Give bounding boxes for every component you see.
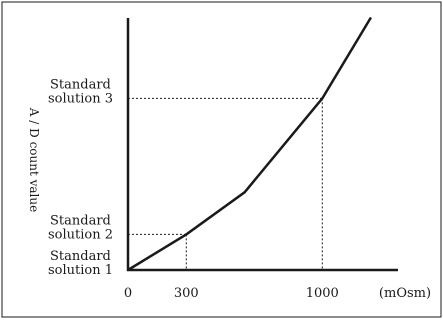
y-tick-label-line: Standard <box>50 213 111 228</box>
x-tick-label-2: 300 <box>174 286 199 301</box>
y-tick-label-line: solution 3 <box>48 91 113 106</box>
series-group <box>127 16 372 272</box>
y-axis-label: A / D count value <box>27 107 41 212</box>
y-tick-label-line: solution 1 <box>48 263 113 278</box>
y-tick-label-line: Standard <box>50 77 111 92</box>
reference-lines <box>128 97 323 270</box>
x-unit-label: (mOsm) <box>379 286 431 301</box>
x-tick-labels: 0 300 1000 <box>124 286 339 301</box>
y-tick-label-line: Standard <box>50 249 111 264</box>
x-tick-label-1: 0 <box>124 286 132 301</box>
x-tick-label-3: 1000 <box>306 286 339 301</box>
series-line-1 <box>127 16 372 272</box>
axes <box>126 18 398 272</box>
y-tick-label-line: solution 2 <box>48 227 113 242</box>
